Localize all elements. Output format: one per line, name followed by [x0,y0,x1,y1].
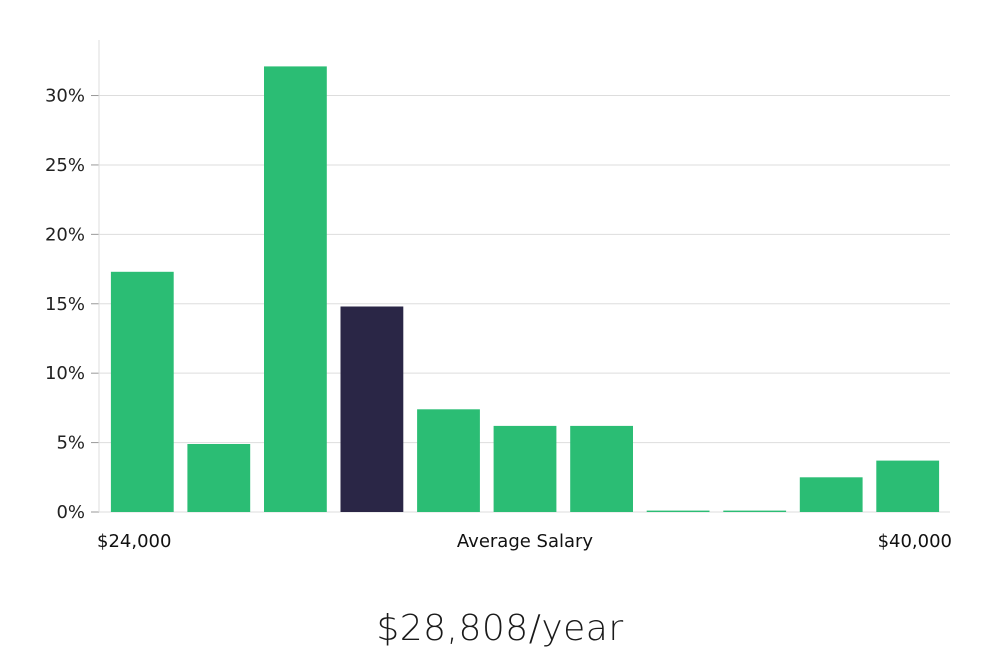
bar [799,477,863,512]
bar [646,510,710,512]
bar [110,271,174,512]
grid-lines [99,95,950,513]
x-max-label: $40,000 [878,531,952,552]
y-axis-tick-labels: 0% 5% 10% 15% 20% 25% 30% [45,86,99,523]
bar [570,425,633,512]
salary-histogram: 0% 5% 10% 15% 20% 25% 30% $24,000 Average Sala… [45,40,952,552]
y-tick-label: 15% [45,294,85,315]
bar [264,66,327,513]
bar-highlighted [340,306,404,512]
y-tick-label: 5% [56,433,85,454]
bar [187,444,251,512]
y-tick-label: 0% [56,502,85,523]
y-tick-label: 25% [45,155,85,176]
x-min-label: $24,000 [97,531,171,552]
y-tick-label: 10% [45,363,85,384]
x-axis-title: Average Salary [457,531,594,552]
bar [723,510,787,512]
average-salary-value: $28,808/year [376,608,624,649]
y-tick-label: 20% [45,224,85,245]
bar [876,460,940,512]
bars [110,66,940,513]
bar [493,425,557,512]
bar [417,409,480,512]
y-tick-label: 30% [45,86,85,107]
